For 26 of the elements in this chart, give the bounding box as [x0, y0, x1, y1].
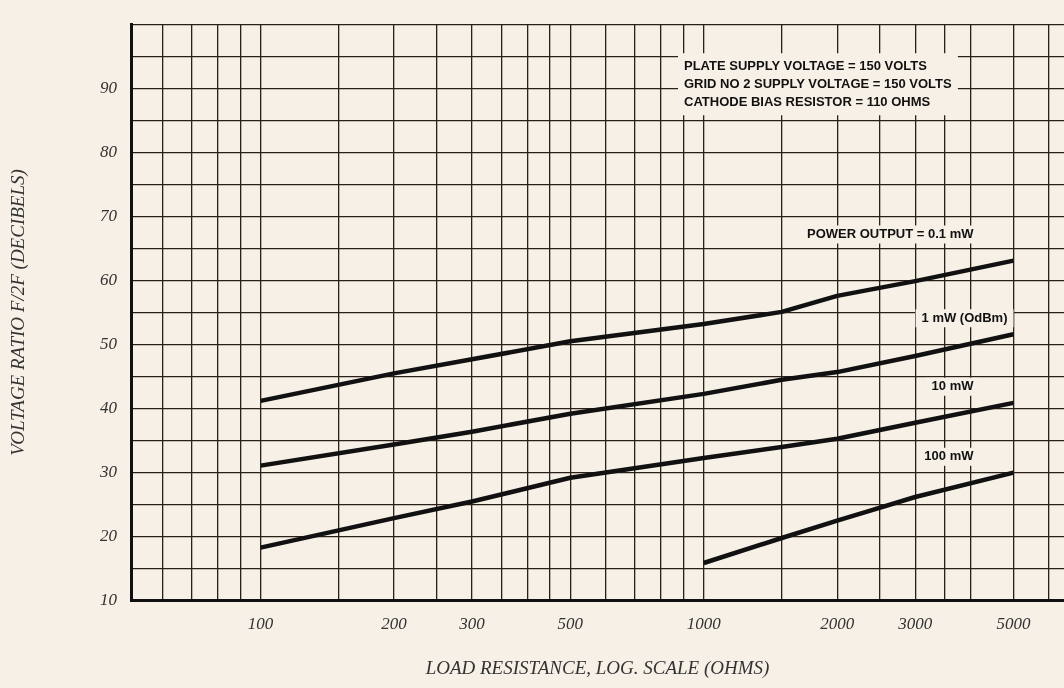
text: POWER OUTPUT = 0.1 mW [807, 226, 975, 242]
y-tick-label: 90 [100, 77, 118, 97]
x-tick-label: 1000 [686, 614, 722, 634]
y-axis-title: VOLTAGE RATIO F/2F (DECIBELS) [7, 169, 30, 456]
y-tick-label: 70 [100, 205, 118, 225]
x-tick-label: 5000 [996, 614, 1032, 634]
y-tick-label: 50 [100, 334, 118, 353]
annotation: CATHODE BIAS RESISTOR = 110 OHMS [684, 93, 931, 109]
y-tick-label: 80 [100, 141, 118, 161]
y-tick-label: 60 [100, 269, 118, 289]
series-label: 100 mW [924, 448, 975, 464]
x-tick-label: 500 [557, 614, 584, 634]
series-label: 10 mW [931, 378, 975, 394]
y-tick-label: 20 [100, 526, 118, 546]
x-tick-label: 100 [247, 614, 274, 634]
series-label: 1 mW (OdBm) [921, 309, 1008, 325]
x-tick-label: 300 [458, 614, 486, 634]
x-tick-label: 2000 [820, 614, 855, 634]
x-tick-label: 200 [381, 614, 408, 634]
annotation: PLATE SUPPLY VOLTAGE = 150 VOLTS [684, 57, 928, 73]
y-tick-label: 10 [100, 590, 118, 610]
y-tick-label: 30 [99, 462, 118, 482]
x-axis-title: LOAD RESISTANCE, LOG. SCALE (OHMS) [424, 656, 770, 679]
x-tick-label: 3000 [897, 614, 933, 634]
annotation: GRID NO 2 SUPPLY VOLTAGE = 150 VOLTS [684, 75, 952, 91]
y-tick-label: 40 [100, 398, 118, 418]
